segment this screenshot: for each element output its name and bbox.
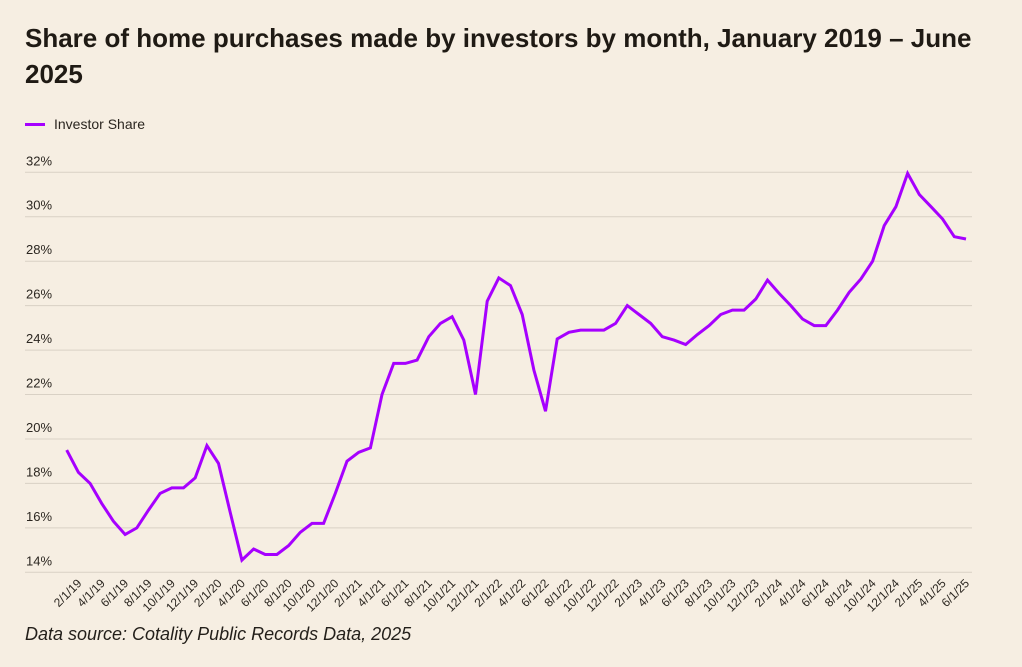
legend-swatch-investor-share [25, 122, 45, 126]
data-source-note: Data source: Cotality Public Records Dat… [25, 624, 412, 644]
y-tick-label: 14% [26, 553, 52, 568]
y-tick-label: 28% [26, 242, 52, 257]
y-tick-label: 22% [26, 376, 52, 391]
y-tick-label: 30% [26, 198, 52, 213]
chart-title: Share of home purchases made by investor… [25, 23, 972, 89]
y-tick-label: 18% [26, 464, 52, 479]
y-tick-label: 16% [26, 509, 52, 524]
legend-label-investor-share: Investor Share [54, 116, 146, 132]
y-tick-label: 24% [26, 331, 52, 346]
legend: Investor Share [25, 116, 145, 132]
y-tick-label: 32% [26, 153, 52, 168]
series-line-investor-share [65, 169, 967, 563]
y-tick-label: 26% [26, 287, 52, 302]
y-tick-label: 20% [26, 420, 52, 435]
